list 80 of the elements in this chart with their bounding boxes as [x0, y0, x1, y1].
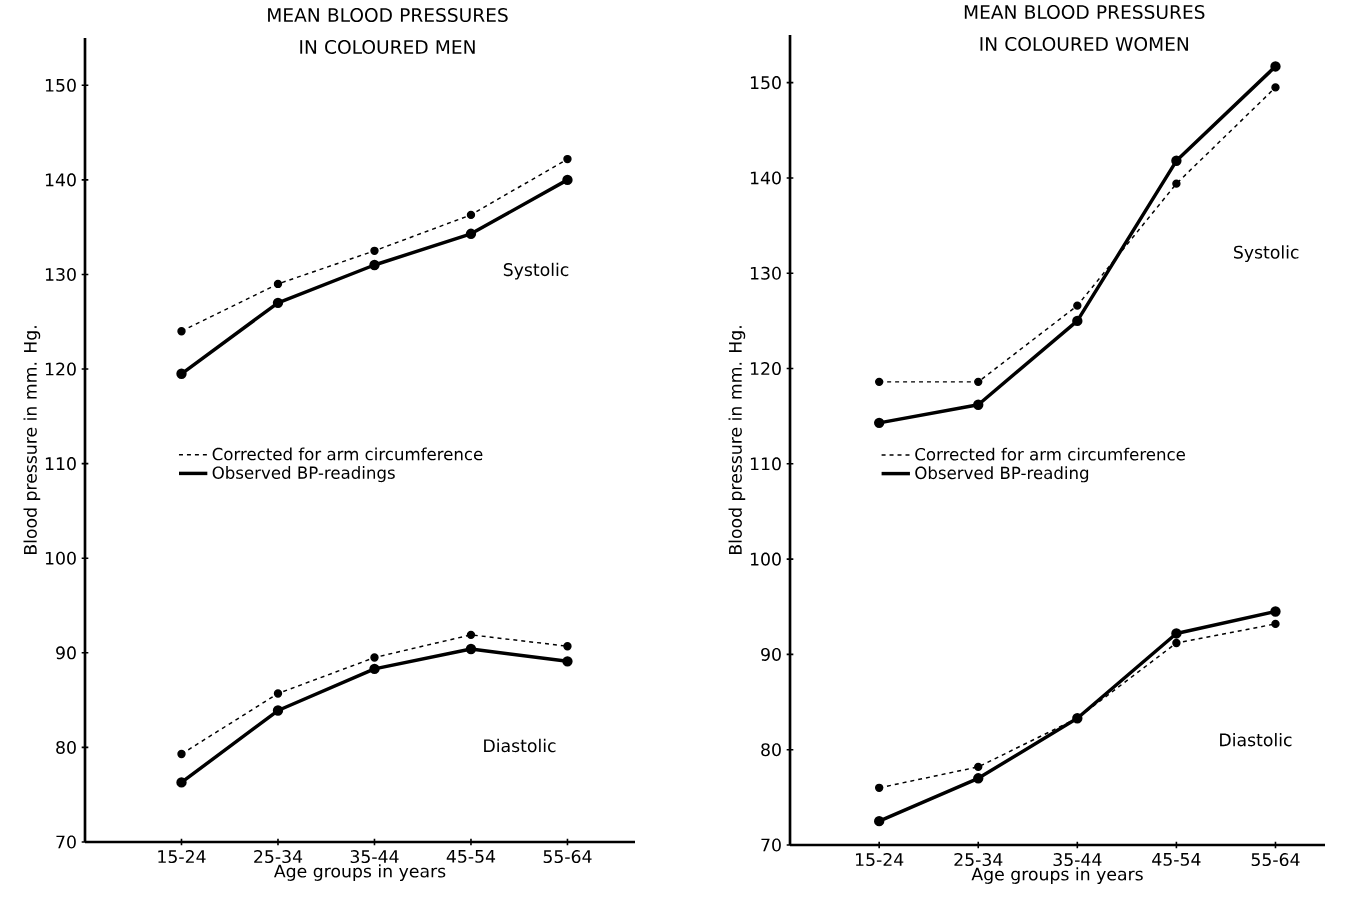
- point: [1171, 155, 1182, 166]
- point: [563, 642, 572, 651]
- y-tick-label: 100: [45, 551, 76, 565]
- x-tick-label: 55-64: [543, 850, 592, 864]
- point: [1271, 83, 1280, 92]
- y-axis-title: Blood pressure in mm. Hg.: [728, 326, 746, 555]
- annotation: Diastolic: [484, 738, 556, 753]
- point: [973, 773, 984, 784]
- point: [1172, 638, 1181, 648]
- y-tick-label: 80: [761, 743, 781, 757]
- point: [1073, 301, 1082, 310]
- point: [1072, 315, 1083, 327]
- y-tick-label: 120: [750, 362, 781, 376]
- y-tick-label: 130: [750, 266, 781, 280]
- x-axis-title: Age groups in years: [971, 867, 1143, 884]
- y-tick-label: 100: [750, 552, 781, 566]
- y-tick-label: 80: [56, 740, 76, 754]
- x-tick-label: 25-34: [954, 853, 1003, 867]
- x-tick-label: 25-34: [254, 850, 303, 864]
- y-tick-label: 130: [45, 267, 76, 281]
- x-tick-label: 15-24: [855, 853, 904, 867]
- y-tick-label: 110: [750, 457, 781, 471]
- point: [974, 377, 983, 387]
- legend-label: Observed BP-reading: [915, 466, 1089, 483]
- point: [874, 377, 884, 387]
- point: [370, 246, 379, 256]
- chart-title: MEAN BLOOD PRESSURES IN COLOURED MEN: [268, 8, 508, 54]
- y-tick-label: 150: [750, 76, 781, 90]
- y-tick-label: 90: [761, 647, 781, 661]
- legend-label: Observed BP-readings: [212, 466, 395, 483]
- y-tick-label: 140: [45, 173, 76, 187]
- point: [974, 762, 983, 772]
- point: [1270, 606, 1281, 617]
- point: [562, 174, 573, 186]
- x-tick-label: 35-44: [1053, 853, 1102, 867]
- point: [272, 297, 284, 309]
- y-tick-label: 120: [45, 362, 76, 376]
- point: [177, 749, 186, 759]
- x-axis-title: Age groups in years: [273, 864, 446, 881]
- annotation: Systolic: [503, 262, 569, 280]
- y-tick-label: 70: [56, 835, 76, 849]
- point: [466, 210, 476, 220]
- point: [465, 643, 477, 655]
- y-tick-label: 90: [56, 646, 76, 660]
- x-tick-label: 45-54: [1152, 853, 1201, 866]
- point: [369, 663, 380, 675]
- point: [370, 653, 379, 662]
- point: [973, 399, 984, 410]
- chart-title: MEAN BLOOD PRESSURES IN COLOURED WOMEN: [964, 5, 1205, 51]
- point: [873, 417, 885, 429]
- legend-label: Corrected for arm circumference: [915, 447, 1185, 461]
- point: [873, 815, 885, 827]
- point: [369, 259, 380, 271]
- y-tick-label: 140: [750, 171, 781, 185]
- x-tick-label: 35-44: [350, 850, 399, 864]
- y-tick-label: 110: [45, 457, 76, 471]
- point: [562, 656, 573, 667]
- y-axis-title: Blood pressure in mm. Hg.: [23, 326, 41, 555]
- point: [177, 327, 186, 336]
- annotation: Systolic: [1234, 245, 1299, 263]
- x-tick-label: 15-24: [158, 850, 206, 864]
- point: [1172, 179, 1181, 188]
- y-tick-label: 70: [761, 838, 781, 852]
- y-tick-label: 150: [45, 78, 76, 92]
- point: [466, 630, 476, 640]
- x-tick-label: 55-64: [1251, 853, 1300, 867]
- point: [272, 705, 284, 716]
- point: [1171, 628, 1182, 639]
- point: [273, 689, 283, 698]
- point: [563, 154, 572, 164]
- point: [273, 279, 283, 289]
- point: [176, 777, 187, 788]
- point: [465, 228, 477, 239]
- x-tick-label: 45-54: [446, 850, 496, 863]
- point: [1270, 61, 1281, 72]
- point: [176, 368, 187, 379]
- point: [874, 783, 884, 793]
- point: [1271, 619, 1280, 629]
- annotation: Diastolic: [1220, 733, 1292, 747]
- legend-label: Corrected for arm circumference: [212, 447, 483, 461]
